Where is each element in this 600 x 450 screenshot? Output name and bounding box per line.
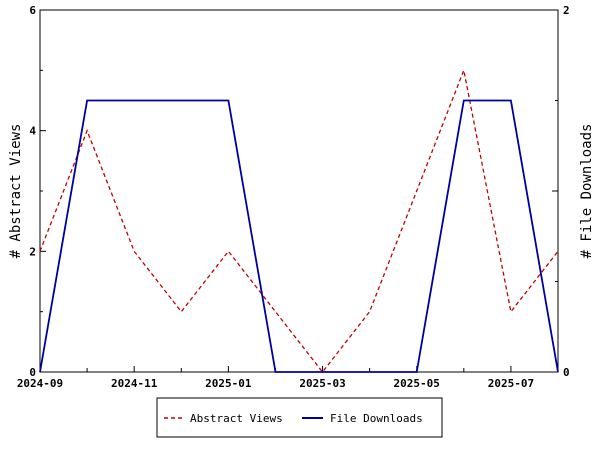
legend-box <box>156 397 443 438</box>
y-left-tick-label: 6 <box>29 4 36 17</box>
y-left-tick-label: 0 <box>29 366 36 379</box>
y-right-tick-label: 2 <box>563 4 570 17</box>
y-axis-right-label: # File Downloads <box>579 124 595 259</box>
series-line-file-downloads <box>39 99 559 373</box>
y-left-tick-label: 2 <box>29 245 36 258</box>
y-left-tick-label: 4 <box>29 125 36 138</box>
x-tick-label: 2025-01 <box>205 377 252 390</box>
legend-label-file-downloads: File Downloads <box>330 412 423 425</box>
plot-frame <box>39 9 559 373</box>
series-group <box>39 67 559 374</box>
x-tick-label: 2024-09 <box>17 377 63 390</box>
y-right-tick-label: 0 <box>563 366 570 379</box>
x-tick-label: 2025-05 <box>394 377 440 390</box>
x-tick-label: 2024-11 <box>111 377 158 390</box>
legend-label-abstract-views: Abstract Views <box>190 412 283 425</box>
y-axis-left-label: # Abstract Views <box>8 124 24 259</box>
ticks-group: 2024-09 2024-11 2025-01 2025-03 2025-05 2025-… <box>17 4 570 390</box>
series-line-abstract-views <box>39 67 559 374</box>
x-tick-label: 2025-03 <box>299 377 345 390</box>
x-tick-label: 2025-07 <box>488 377 534 390</box>
legend: Abstract Views File Downloads <box>156 397 443 438</box>
